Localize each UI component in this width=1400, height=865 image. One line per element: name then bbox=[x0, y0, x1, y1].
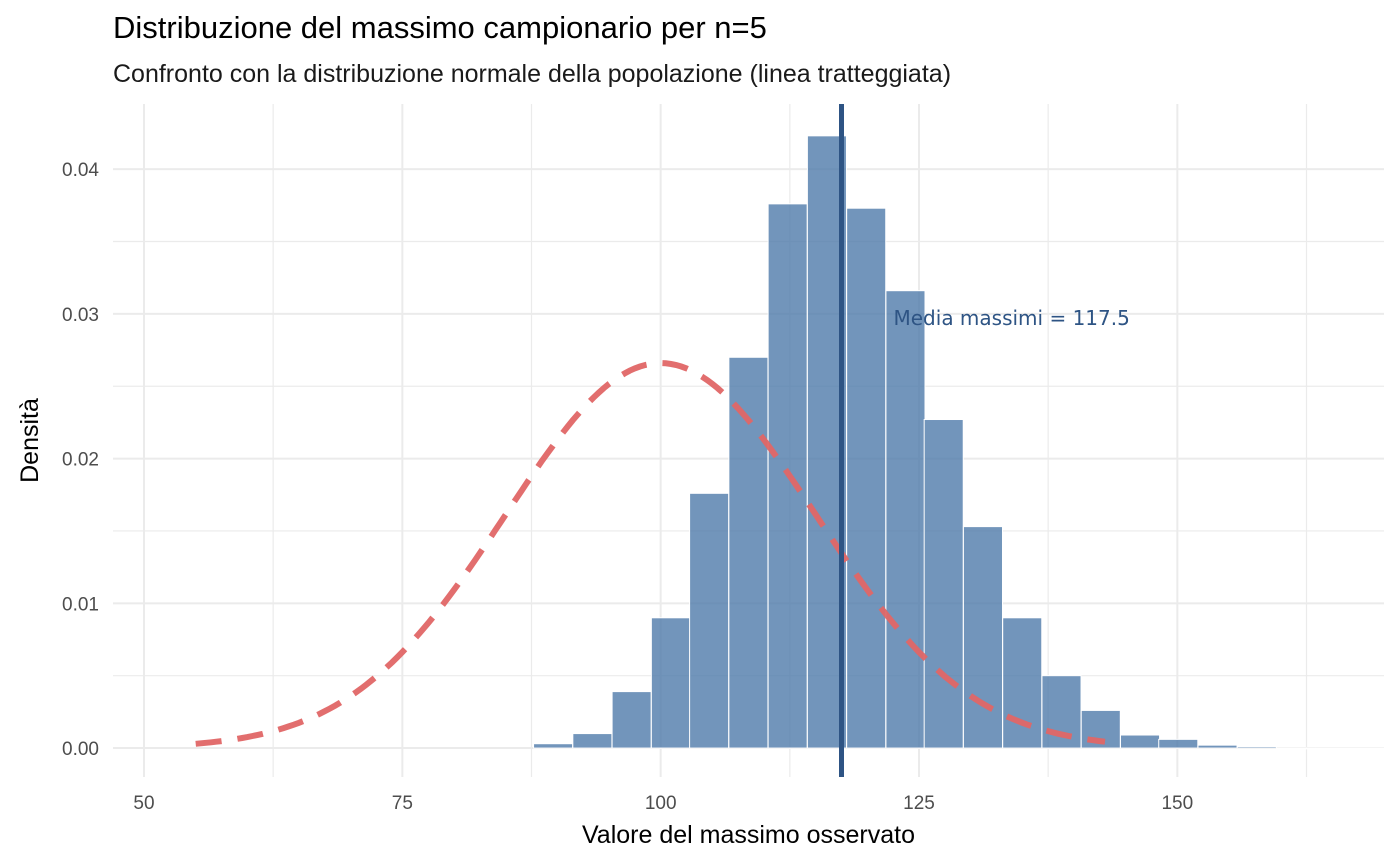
histogram-bar bbox=[923, 419, 964, 749]
y-tick-label: 0.01 bbox=[62, 594, 99, 615]
y-axis-title: Densità bbox=[16, 398, 44, 483]
x-tick-label: 100 bbox=[645, 793, 677, 814]
x-axis-ticks: 50 75 100 125 150 bbox=[133, 793, 1193, 814]
histogram-bar bbox=[1236, 746, 1277, 749]
histogram-bar bbox=[885, 290, 926, 749]
chart-title: Distribuzione del massimo campionario pe… bbox=[113, 10, 767, 45]
histogram-bar bbox=[572, 733, 613, 749]
normal-curve-line bbox=[195, 360, 1106, 747]
y-axis-ticks: 0.00 0.01 0.02 0.03 0.04 bbox=[62, 160, 99, 760]
mean-annotation: Media massimi = 117.5 bbox=[894, 306, 1130, 330]
histogram-bars bbox=[533, 135, 1395, 750]
chart-subtitle: Confronto con la distribuzione normale d… bbox=[113, 60, 952, 88]
histogram-bar bbox=[1158, 738, 1199, 749]
y-tick-label: 0.02 bbox=[62, 450, 99, 471]
histogram-bar bbox=[1002, 617, 1043, 749]
histogram-bar bbox=[1197, 744, 1238, 749]
histogram-bar bbox=[1354, 747, 1395, 750]
x-tick-label: 125 bbox=[903, 793, 935, 814]
x-tick-label: 50 bbox=[133, 793, 154, 814]
histogram-bar bbox=[611, 691, 652, 749]
y-tick-label: 0.00 bbox=[62, 739, 99, 760]
histogram-bar bbox=[533, 743, 574, 749]
x-tick-label: 150 bbox=[1161, 793, 1193, 814]
histogram-bar bbox=[1276, 747, 1317, 750]
histogram-bar bbox=[846, 207, 887, 749]
x-axis-title: Valore del massimo osservato bbox=[582, 821, 915, 849]
histogram-bar bbox=[962, 526, 1003, 749]
histogram-bar bbox=[1315, 747, 1356, 750]
histogram-bar bbox=[1120, 734, 1161, 749]
x-tick-label: 75 bbox=[392, 793, 413, 814]
histogram-bar bbox=[650, 617, 691, 749]
histogram-bar bbox=[689, 492, 730, 749]
y-tick-label: 0.03 bbox=[62, 305, 99, 326]
y-tick-label: 0.04 bbox=[62, 160, 99, 181]
